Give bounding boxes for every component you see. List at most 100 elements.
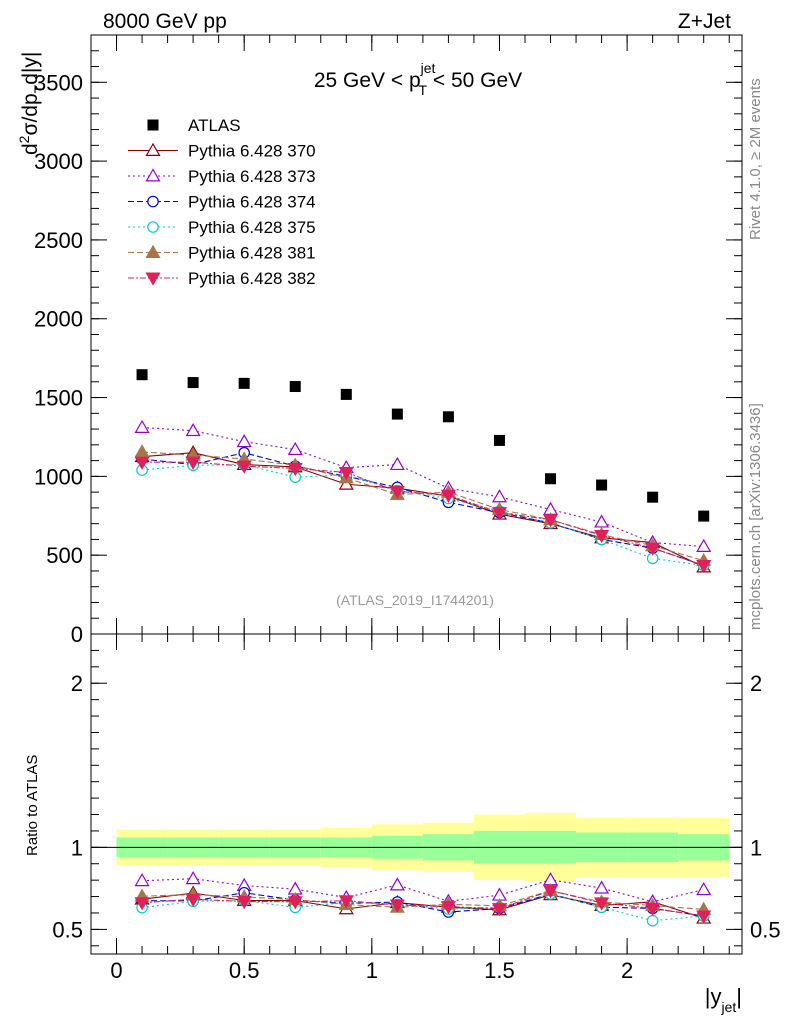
x-tick-label-2: 1: [366, 958, 378, 983]
main-ytick-label-6: 3000: [34, 149, 83, 174]
ratio-ytick-label-right-1: 1: [750, 835, 762, 860]
ratio-line-0: [141, 892, 704, 919]
ylabel-subscript: T: [31, 84, 47, 93]
header-energy-label: 8000 GeV pp: [103, 10, 227, 33]
legend-label-2: Pythia 6.428 373: [188, 167, 316, 186]
ratio-line-2: [142, 892, 704, 917]
main-ytick-label-5: 2500: [34, 228, 83, 253]
legend-marker-4: [147, 221, 159, 233]
ratio-5-point-6: [440, 901, 456, 915]
ylabel-d: d: [19, 143, 42, 155]
ratio-y-axis-label: Ratio to ATLAS: [24, 755, 41, 856]
ratio-5-point-3: [287, 896, 303, 910]
ratio-5-point-10: [645, 902, 661, 917]
ylabel-rest: d|y|: [19, 52, 42, 85]
xlabel-main: |y: [705, 984, 722, 1009]
ratio-1-point-5: [389, 877, 405, 891]
series-5-point-6: [440, 489, 456, 503]
ratio-1-point-11: [696, 881, 712, 896]
ratio-line-5: [142, 890, 704, 917]
data-point-1: [187, 377, 199, 389]
x-tick-label-0: 0: [110, 958, 122, 983]
series-1-point-7: [491, 489, 508, 503]
ratio-ytick-label-0: 0.5: [52, 917, 83, 942]
mcplots-url-label: mcplots.cern.ch [arXiv:1306.3436]: [747, 403, 764, 630]
data-point-10: [647, 491, 659, 503]
data-point-5: [391, 408, 403, 420]
chart-title: 25 GeV < pjet T < 50 GeV: [314, 60, 522, 98]
series-line-1: [142, 426, 704, 548]
series-line-4: [142, 451, 704, 562]
ratio-1-point-9: [594, 880, 610, 894]
title-superscript: jet: [420, 60, 436, 76]
ratio-ytick-label-right-2: 2: [750, 671, 762, 696]
legend-label-3: Pythia 6.428 374: [188, 193, 316, 212]
series-line-3: [142, 463, 704, 566]
data-point-6: [442, 411, 454, 423]
main-y-axis-label: d2σ/dpTd|y|: [16, 52, 47, 155]
legend-marker-6: [145, 272, 161, 286]
ratio-frame: [90, 633, 743, 955]
series-5-point-11: [696, 559, 712, 574]
data-point-4: [340, 388, 352, 400]
header-process-label: Z+Jet: [678, 10, 731, 33]
legend-marker-0: [147, 119, 159, 131]
ratio-5-point-8: [542, 885, 559, 899]
data-point-7: [493, 434, 505, 446]
series-line-0: [142, 452, 704, 568]
ratio-5-point-4: [338, 895, 354, 909]
data-point-9: [596, 479, 608, 491]
ratio-panel: 0.5 0.5 1 1 2 2 Ratio to ATLAS: [24, 633, 781, 955]
ratio-1-point-1: [185, 871, 201, 885]
legend-marker-1: [145, 142, 161, 156]
title-text-post: < 50 GeV: [427, 69, 522, 92]
series-1-point-3: [287, 441, 303, 456]
title-text-pre: 25 GeV < p: [314, 69, 421, 92]
ratio-5-point-9: [594, 897, 610, 911]
title-subscript: T: [418, 82, 427, 98]
legend-label-0: ATLAS: [188, 116, 241, 135]
main-ytick-label-3: 1500: [34, 386, 83, 411]
main-ytick-label-1: 500: [46, 543, 83, 568]
analysis-watermark: (ATLAS_2019_I1744201): [336, 592, 494, 608]
ratio-ytick-label-right-0: 0.5: [750, 917, 781, 942]
xlabel-subscript: jet: [720, 999, 736, 1015]
legend-marker-3: [147, 195, 159, 208]
x-tick-label-3: 1.5: [484, 958, 515, 983]
series-4-point-0: [134, 444, 150, 458]
series-0-point-4: [338, 476, 354, 490]
ratio-5-point-11: [696, 910, 712, 924]
ratio-3-point-10: [646, 914, 659, 927]
main-ytick-label-0: 0: [71, 622, 83, 647]
series-5-point-4: [338, 466, 354, 481]
main-panel: 0 500 1000 1500 2000 2500 3000 3500 (ATLAS_2019…: [16, 34, 743, 647]
series-line-5: [142, 461, 704, 566]
data-point-0: [136, 369, 148, 381]
ratio-ytick-label-1: 1: [71, 835, 83, 860]
series-1-point-1: [185, 422, 201, 437]
series-5-point-3: [287, 463, 303, 477]
legend: ATLAS Pythia 6.428 370 Pythia 6.428 373 Pyt…: [128, 116, 316, 288]
x-tick-label-4: 2: [621, 958, 633, 983]
ylabel-superscript: 2: [16, 135, 32, 143]
xlabel-close: |: [736, 984, 742, 1009]
data-point-2: [238, 377, 250, 389]
series-line-2: [141, 452, 704, 566]
ratio-5-point-5: [389, 899, 405, 913]
legend-marker-5: [145, 244, 161, 258]
series-5-point-7: [491, 507, 508, 521]
legend-label-6: Pythia 6.428 382: [188, 269, 316, 288]
series-1-point-11: [696, 538, 712, 552]
ratio-5-point-0: [134, 897, 150, 911]
series-1-point-9: [594, 514, 610, 528]
series-5-point-1: [185, 456, 201, 470]
legend-label-5: Pythia 6.428 381: [188, 244, 316, 263]
series-5-point-0: [134, 456, 150, 470]
data-point-11: [698, 510, 710, 522]
ylabel-sigma: σ/dp: [19, 93, 42, 135]
x-tick-label-1: 0.5: [229, 958, 260, 983]
data-point-3: [289, 381, 301, 393]
ratio-1-point-0: [134, 873, 150, 887]
series-1-point-0: [134, 419, 150, 433]
